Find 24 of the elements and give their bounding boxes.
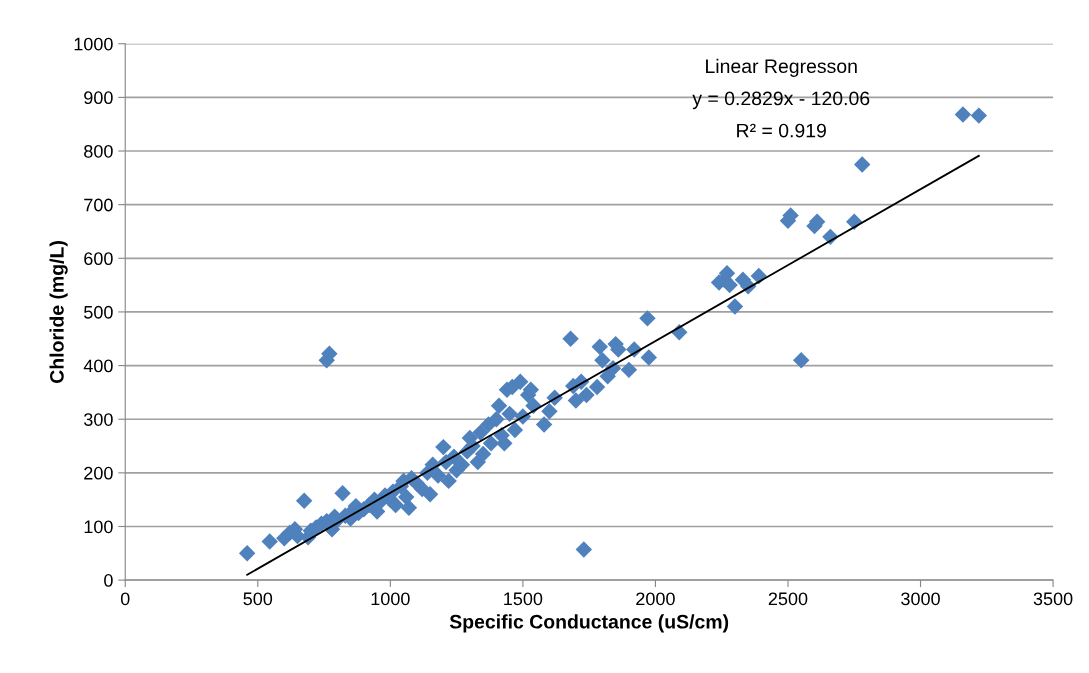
y-tick-label: 400 <box>83 359 113 373</box>
x-tick-label: 500 <box>243 592 273 606</box>
y-tick-label: 500 <box>84 305 113 319</box>
y-axis-title: Chloride (mg/L) <box>49 241 68 383</box>
y-tick-label: 900 <box>84 91 113 105</box>
y-tick-label: 200 <box>84 466 113 480</box>
x-tick-label: 3500 <box>1033 592 1073 606</box>
y-tick-label: 700 <box>84 198 113 212</box>
annotation: Linear Regresson <box>706 58 857 77</box>
y-tick-label: 600 <box>84 252 113 266</box>
y-tick-label: 800 <box>84 144 113 158</box>
x-axis-title: Specific Conductance (uS/cm) <box>449 614 729 633</box>
x-tick-label: 2500 <box>768 592 808 606</box>
annotation: y = 0.2829x - 120.06 <box>692 91 870 110</box>
y-tick-label: 0 <box>104 574 113 587</box>
y-tick-label: 300 <box>84 413 113 426</box>
y-tick-label: 1000 <box>74 37 113 51</box>
annotation: R² = 0.919 <box>737 123 826 138</box>
x-tick-label: 1500 <box>504 592 543 606</box>
x-tick-label: 0 <box>120 592 130 606</box>
x-tick-label: 2000 <box>636 592 675 606</box>
y-tick-label: 100 <box>84 520 113 534</box>
x-tick-label: 3000 <box>901 592 940 606</box>
x-tick-label: 1000 <box>371 592 410 606</box>
